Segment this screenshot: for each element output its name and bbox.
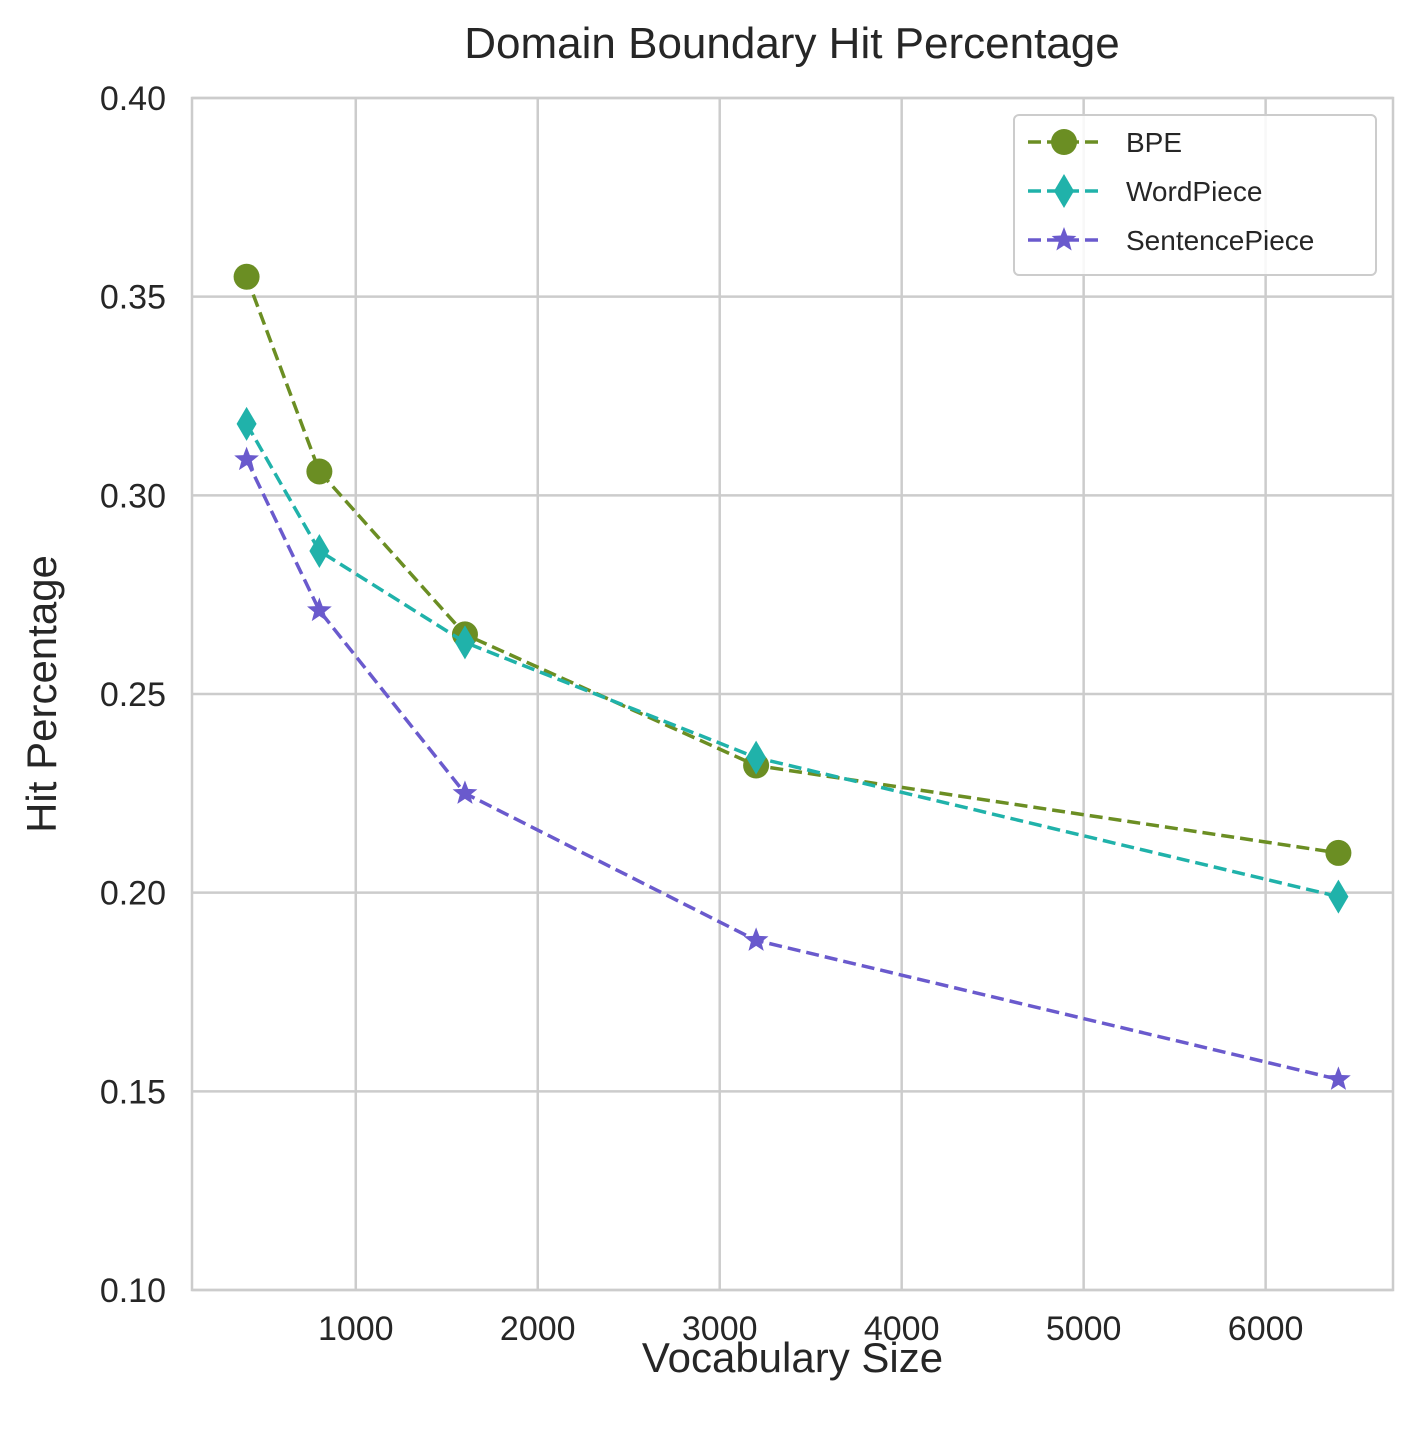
legend-box [1013, 114, 1377, 276]
tick-labels: 1000 2000 3000 4000 5000 6000 0.10 0.15 0.20 0.25… [100, 80, 1304, 1348]
series-wordpiece [236, 406, 1349, 914]
chart-title: Domain Boundary Hit Percentage [464, 19, 1119, 68]
data-point-sentencepiece [307, 597, 332, 622]
x-tick-label: 4000 [864, 1310, 940, 1348]
y-tick-label: 0.15 [100, 1073, 166, 1111]
data-point-wordpiece [1328, 879, 1349, 914]
series-line-wordpiece [245, 422, 1339, 899]
legend-item-sentencepiece: SentencePiece [1028, 225, 1314, 256]
x-tick-label: 3000 [682, 1310, 758, 1348]
series-layer [233, 263, 1352, 1090]
data-point-sentencepiece [743, 927, 769, 951]
data-point-wordpiece [309, 533, 330, 568]
y-tick-label: 0.40 [100, 80, 166, 118]
y-tick-label: 0.20 [100, 875, 166, 913]
data-point-wordpiece [236, 406, 257, 441]
y-axis-label: Hit Percentage [18, 555, 65, 833]
y-tick-label: 0.30 [100, 477, 166, 515]
y-tick-label: 0.35 [100, 279, 166, 317]
data-point-wordpiece [454, 625, 475, 660]
x-axis-label: Vocabulary Size [642, 1334, 943, 1381]
data-point-sentencepiece [1326, 1066, 1351, 1090]
legend-marker-bpe [1051, 129, 1077, 155]
x-tick-label: 5000 [1046, 1310, 1122, 1348]
x-tick-label: 6000 [1228, 1310, 1304, 1348]
series-sentencepiece [234, 446, 1351, 1090]
legend-item-wordpiece: WordPiece [1028, 174, 1262, 208]
data-point-bpe [1325, 839, 1352, 866]
plot-frame [190, 96, 1395, 1292]
x-tick-label: 2000 [500, 1310, 576, 1348]
data-point-wordpiece [746, 740, 767, 775]
grid [192, 96, 1393, 1292]
legend-label-sentencepiece: SentencePiece [1126, 225, 1314, 256]
data-point-sentencepiece [234, 446, 259, 471]
x-tick-label: 1000 [318, 1310, 394, 1348]
data-point-sentencepiece [452, 780, 478, 804]
legend: BPE WordPiece SentencePiece [1013, 114, 1377, 276]
y-tick-label: 0.10 [100, 1272, 166, 1310]
y-tick-label: 0.25 [100, 676, 166, 714]
legend-label-bpe: BPE [1126, 127, 1182, 158]
data-point-bpe [233, 263, 260, 290]
legend-label-wordpiece: WordPiece [1126, 176, 1262, 207]
legend-item-bpe: BPE [1028, 127, 1182, 158]
legend-marker-sentencepiece [1051, 227, 1077, 251]
legend-marker-wordpiece [1054, 174, 1074, 208]
data-point-bpe [306, 458, 333, 485]
